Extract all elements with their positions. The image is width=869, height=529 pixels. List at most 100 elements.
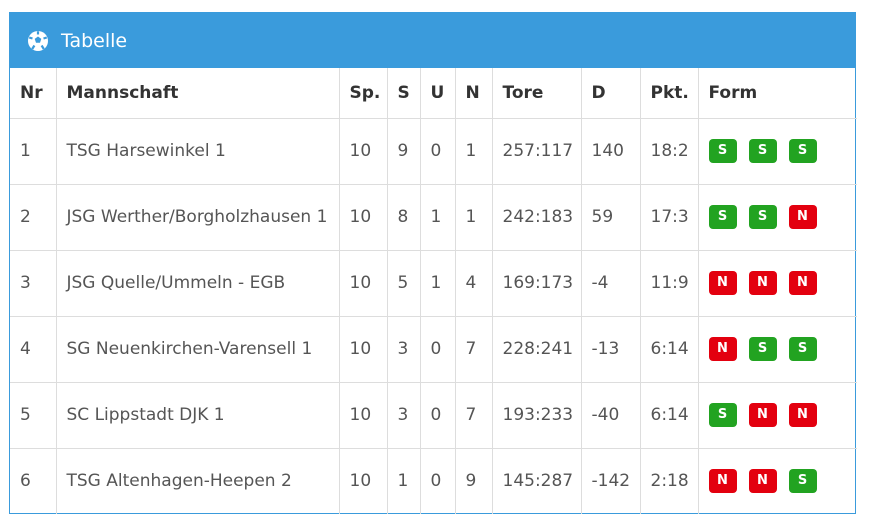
form-badge: N bbox=[788, 403, 817, 427]
cell-d: -142 bbox=[581, 448, 641, 514]
form-badge: S bbox=[708, 403, 737, 427]
form-badge: S bbox=[788, 139, 817, 163]
cell-sp: 10 bbox=[339, 250, 388, 317]
cell-d: -13 bbox=[581, 316, 641, 383]
cell-team[interactable]: JSG Werther/Borgholzhausen 1 bbox=[56, 184, 340, 251]
cell-nr: 1 bbox=[10, 118, 57, 185]
cell-u: 1 bbox=[420, 250, 456, 317]
cell-pkt: 17:3 bbox=[640, 184, 699, 251]
cell-s: 3 bbox=[387, 316, 421, 383]
cell-sp: 10 bbox=[339, 316, 388, 383]
cell-d: 59 bbox=[581, 184, 641, 251]
cell-n: 9 bbox=[455, 448, 493, 514]
cell-n: 4 bbox=[455, 250, 493, 317]
col-header-nr[interactable]: Nr bbox=[10, 68, 57, 119]
col-header-s[interactable]: S bbox=[387, 68, 421, 119]
cell-pkt: 2:18 bbox=[640, 448, 699, 514]
cell-team[interactable]: JSG Quelle/Ummeln - EGB bbox=[56, 250, 340, 317]
table-row[interactable]: 1 TSG Harsewinkel 1 10 9 0 1 257:117 140… bbox=[10, 118, 857, 185]
cell-u: 0 bbox=[420, 448, 456, 514]
form-badge: S bbox=[708, 139, 737, 163]
cell-pkt: 11:9 bbox=[640, 250, 699, 317]
panel-header: Tabelle bbox=[10, 13, 855, 68]
form-badge: S bbox=[748, 139, 777, 163]
table-row[interactable]: 4 SG Neuenkirchen-Varensell 1 10 3 0 7 2… bbox=[10, 316, 857, 383]
form-badge: S bbox=[788, 469, 817, 494]
cell-sp: 10 bbox=[339, 118, 388, 185]
cell-n: 7 bbox=[455, 382, 493, 449]
cell-s: 9 bbox=[387, 118, 421, 185]
cell-u: 0 bbox=[420, 118, 456, 185]
cell-tore: 228:241 bbox=[492, 316, 582, 383]
panel-title: Tabelle bbox=[61, 29, 128, 52]
col-header-n[interactable]: N bbox=[455, 68, 493, 119]
cell-pkt: 6:14 bbox=[640, 382, 699, 449]
form-badge: S bbox=[788, 337, 817, 361]
form-badge: N bbox=[708, 337, 737, 361]
header-row: Nr Mannschaft Sp. S U N Tore D Pkt. Form bbox=[10, 68, 857, 119]
form-badge: N bbox=[708, 469, 737, 494]
table-row[interactable]: 2 JSG Werther/Borgholzhausen 1 10 8 1 1 … bbox=[10, 184, 857, 251]
cell-u: 0 bbox=[420, 316, 456, 383]
cell-nr: 3 bbox=[10, 250, 57, 317]
form-badge: S bbox=[748, 337, 777, 361]
cell-sp: 10 bbox=[339, 448, 388, 514]
cell-nr: 5 bbox=[10, 382, 57, 449]
standings-panel: Tabelle Nr Mannschaft Sp. S U N Tore D P… bbox=[9, 12, 857, 514]
cell-sp: 10 bbox=[339, 184, 388, 251]
cell-nr: 6 bbox=[10, 448, 57, 514]
form-badge: S bbox=[708, 205, 737, 229]
cell-pkt: 18:2 bbox=[640, 118, 699, 185]
cell-d: 140 bbox=[581, 118, 641, 185]
col-header-pkt[interactable]: Pkt. bbox=[640, 68, 699, 119]
cell-s: 8 bbox=[387, 184, 421, 251]
col-header-mannschaft[interactable]: Mannschaft bbox=[56, 68, 340, 119]
col-header-tore[interactable]: Tore bbox=[492, 68, 582, 119]
soccer-ball-icon bbox=[27, 30, 49, 52]
cell-n: 1 bbox=[455, 118, 493, 185]
cell-u: 0 bbox=[420, 382, 456, 449]
table-row[interactable]: 6 TSG Altenhagen-Heepen 2 10 1 0 9 145:2… bbox=[10, 448, 857, 514]
col-header-sp[interactable]: Sp. bbox=[339, 68, 388, 119]
form-badge: N bbox=[788, 205, 817, 229]
cell-d: -4 bbox=[581, 250, 641, 317]
cell-nr: 4 bbox=[10, 316, 57, 383]
table-row[interactable]: 5 SC Lippstadt DJK 1 10 3 0 7 193:233 -4… bbox=[10, 382, 857, 449]
form-badge: N bbox=[708, 271, 737, 295]
cell-d: -40 bbox=[581, 382, 641, 449]
form-badge: N bbox=[788, 271, 817, 295]
cell-team[interactable]: SC Lippstadt DJK 1 bbox=[56, 382, 340, 449]
col-header-d[interactable]: D bbox=[581, 68, 641, 119]
cell-n: 1 bbox=[455, 184, 493, 251]
table-row[interactable]: 3 JSG Quelle/Ummeln - EGB 10 5 1 4 169:1… bbox=[10, 250, 857, 317]
cell-s: 5 bbox=[387, 250, 421, 317]
cell-s: 3 bbox=[387, 382, 421, 449]
form-badge: N bbox=[748, 469, 777, 494]
cell-sp: 10 bbox=[339, 382, 388, 449]
cell-team[interactable]: TSG Altenhagen-Heepen 2 bbox=[56, 448, 340, 514]
cell-team[interactable]: TSG Harsewinkel 1 bbox=[56, 118, 340, 185]
cell-nr: 2 bbox=[10, 184, 57, 251]
form-badge: N bbox=[748, 271, 777, 295]
cell-team[interactable]: SG Neuenkirchen-Varensell 1 bbox=[56, 316, 340, 383]
cell-pkt: 6:14 bbox=[640, 316, 699, 383]
cell-n: 7 bbox=[455, 316, 493, 383]
col-header-form: Form bbox=[698, 68, 857, 119]
cell-tore: 242:183 bbox=[492, 184, 582, 251]
form-badge: S bbox=[748, 205, 777, 229]
col-header-u[interactable]: U bbox=[420, 68, 456, 119]
cell-tore: 145:287 bbox=[492, 448, 582, 514]
form-badge: N bbox=[748, 403, 777, 427]
cell-tore: 257:117 bbox=[492, 118, 582, 185]
cell-tore: 169:173 bbox=[492, 250, 582, 317]
cell-tore: 193:233 bbox=[492, 382, 582, 449]
standings-table: Nr Mannschaft Sp. S U N Tore D Pkt. Form… bbox=[10, 68, 857, 514]
cell-u: 1 bbox=[420, 184, 456, 251]
cell-s: 1 bbox=[387, 448, 421, 514]
